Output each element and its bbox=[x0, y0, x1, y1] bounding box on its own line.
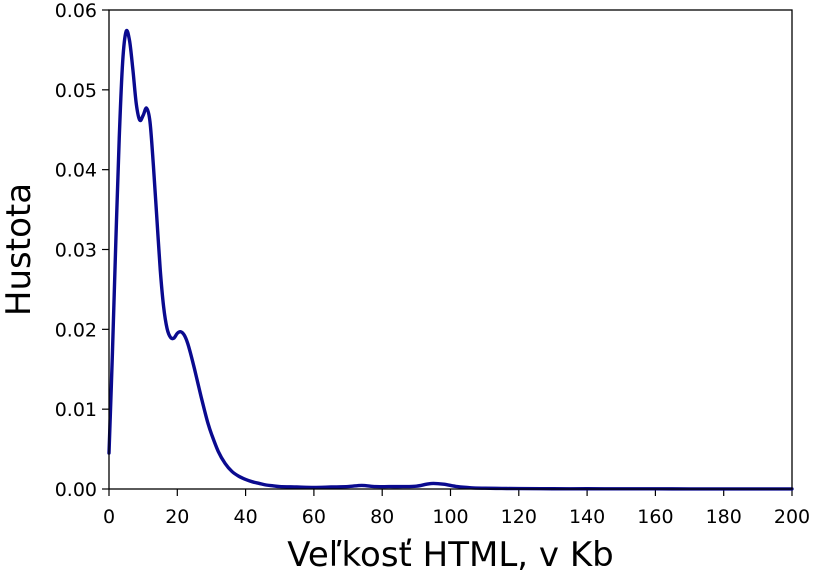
y-axis-ticks: 0.00 0.01 0.02 0.03 0.04 0.05 0.06 bbox=[55, 0, 109, 501]
x-axis-ticks: 0 20 40 60 80 100 120 140 160 180 200 bbox=[103, 489, 810, 528]
y-tick-label: 0.00 bbox=[55, 479, 97, 501]
x-tick-label: 0 bbox=[103, 506, 115, 528]
x-tick-label: 40 bbox=[234, 506, 258, 528]
x-axis-label: Veľkosť HTML, v Kb bbox=[287, 535, 613, 574]
x-tick-label: 120 bbox=[501, 506, 537, 528]
y-tick-label: 0.05 bbox=[55, 80, 97, 102]
x-tick-label: 160 bbox=[637, 506, 673, 528]
plot-frame bbox=[108, 9, 793, 490]
y-tick-label: 0.02 bbox=[55, 319, 97, 341]
x-tick-label: 80 bbox=[370, 506, 394, 528]
y-tick-label: 0.01 bbox=[55, 399, 97, 421]
x-tick-label: 100 bbox=[432, 506, 468, 528]
density-line bbox=[107, 28, 794, 491]
x-tick-label: 180 bbox=[706, 506, 742, 528]
x-tick-label: 140 bbox=[569, 506, 605, 528]
y-tick-label: 0.03 bbox=[55, 240, 97, 262]
y-tick-label: 0.06 bbox=[55, 0, 97, 22]
x-tick-label: 60 bbox=[302, 506, 326, 528]
x-tick-label: 20 bbox=[165, 506, 189, 528]
y-tick-label: 0.04 bbox=[55, 160, 97, 182]
y-axis-label: Hustota bbox=[0, 183, 39, 316]
x-tick-label: 200 bbox=[774, 506, 810, 528]
